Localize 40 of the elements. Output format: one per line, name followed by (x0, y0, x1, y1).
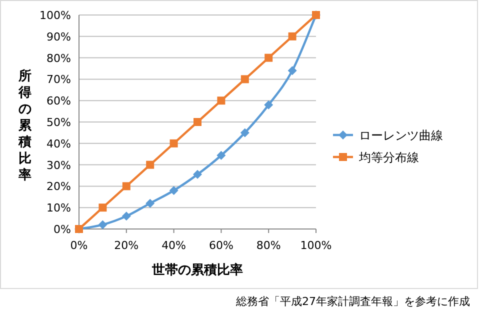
x-tick-label: 20% (114, 239, 139, 252)
y-tick-label: 20% (46, 180, 71, 194)
point (170, 139, 178, 148)
y-tick-label: 30% (46, 158, 71, 172)
y-tick-label: 90% (46, 30, 71, 44)
x-tick-label: 0% (70, 239, 88, 252)
point (146, 160, 154, 169)
y-tick-label: 70% (46, 73, 71, 86)
x-tick-label: 100% (300, 239, 332, 252)
x-tick-label: 60% (208, 239, 234, 252)
point (217, 96, 226, 105)
point (193, 170, 202, 179)
y-tick-label: 50% (46, 116, 71, 129)
point (98, 204, 107, 212)
point (240, 128, 250, 138)
y-axis-title: 所得の累積比率 (18, 68, 32, 183)
legend-label: ローレンツ曲線 (359, 128, 443, 142)
point (169, 186, 178, 195)
y-tick-label: 60% (46, 94, 71, 108)
y-tick-label: 10% (46, 202, 71, 215)
y-tick-label: 40% (46, 137, 71, 150)
x-axis-title: 世帯の累積比率 (151, 262, 243, 278)
x-tick-label: 80% (256, 239, 281, 252)
point (122, 182, 130, 190)
y-tick-label: 80% (46, 52, 71, 65)
point (146, 198, 155, 208)
point (216, 150, 226, 160)
point (288, 32, 296, 40)
point (122, 212, 131, 221)
point (264, 54, 273, 62)
point (288, 66, 297, 76)
legend-label: 均等分布線 (358, 150, 419, 164)
y-tick-label: 0% (54, 223, 71, 236)
point (264, 100, 274, 110)
point (240, 75, 249, 84)
x-tick-label: 40% (162, 239, 186, 252)
point (98, 220, 108, 230)
point (194, 118, 202, 126)
text: 総務省「平成27年家計調査年報」を参考に作成 (235, 295, 470, 308)
y-tick-label: 100% (40, 9, 71, 22)
